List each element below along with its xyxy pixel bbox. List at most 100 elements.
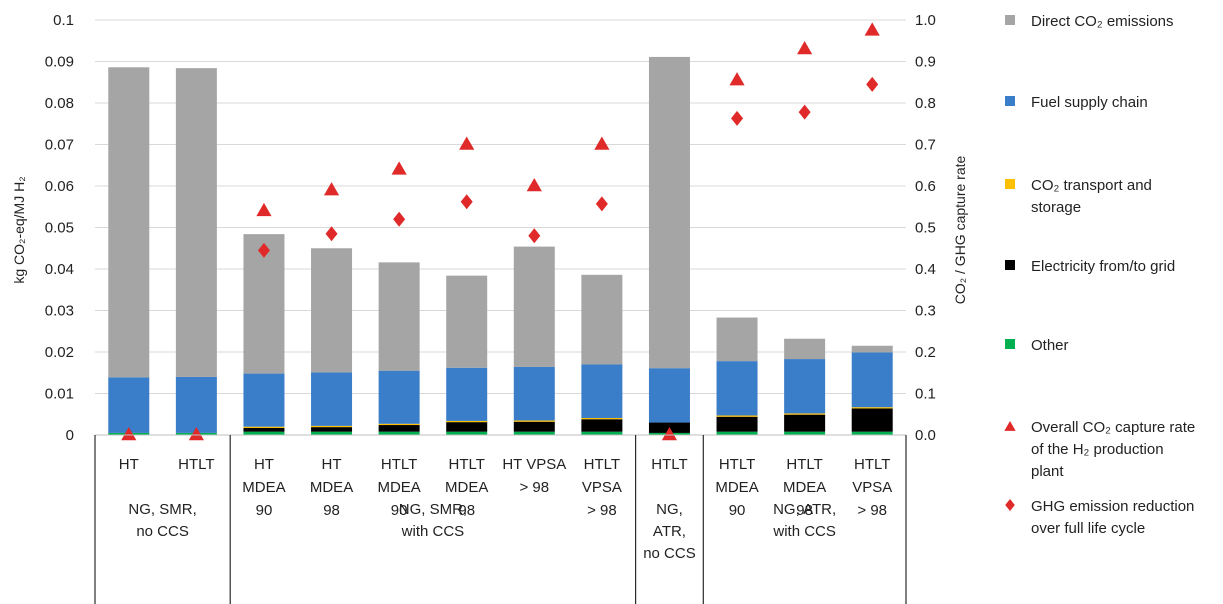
category-label: 98 <box>796 502 813 519</box>
bar-segment <box>243 426 285 428</box>
bar-segment <box>851 408 893 432</box>
y2-tick-label: 0.1 <box>915 386 936 403</box>
category-label: HT <box>322 456 342 473</box>
category-label: MDEA <box>715 479 758 496</box>
ghg-reduction-marker <box>460 194 473 210</box>
category-label: HT <box>254 456 274 473</box>
bar-segment <box>851 407 893 409</box>
ghg-reduction-marker <box>798 104 811 120</box>
capture-rate-marker <box>661 427 678 441</box>
y2-tick-label: 0.0 <box>915 427 936 444</box>
bar-segment <box>784 414 826 432</box>
category-label: HTLT <box>178 456 214 473</box>
bar-segment <box>716 416 758 432</box>
bar-segment <box>378 370 420 424</box>
y-tick-label: 0.02 <box>45 344 74 361</box>
bar-segment <box>648 56 690 369</box>
ghg-reduction-marker <box>393 211 406 227</box>
y-tick-label: 0.1 <box>53 12 74 29</box>
y2-tick-label: 0.5 <box>915 220 936 237</box>
bar-segment <box>108 377 150 433</box>
bar-segment <box>716 431 758 435</box>
y-tick-label: 0.06 <box>45 178 74 195</box>
bar-segment <box>784 431 826 435</box>
bar-segment <box>716 361 758 416</box>
category-label: VPSA <box>582 479 622 496</box>
legend-label: storage <box>1031 199 1081 216</box>
y-tick-label: 0.05 <box>45 220 74 237</box>
category-label: HTLT <box>786 456 822 473</box>
capture-rate-marker <box>526 178 542 192</box>
x-axis: NG, SMR, no CCS NG, SMR, with CCS NG, ATR, no … <box>94 434 907 604</box>
group-label: NG, ATR, <box>773 501 836 518</box>
legend-swatch <box>1005 15 1015 25</box>
bar-segment <box>581 274 623 365</box>
legend-label: GHG emission reduction <box>1031 498 1194 515</box>
bar-segment <box>243 373 285 427</box>
legend-swatch <box>1005 260 1015 270</box>
y2-tick-label: 0.3 <box>915 303 936 320</box>
legend-swatch <box>1005 339 1015 349</box>
y-tick-label: 0.09 <box>45 54 74 71</box>
group-label: NG, SMR, <box>399 501 467 518</box>
category-label: HT <box>119 456 139 473</box>
category-label: MDEA <box>783 479 826 496</box>
y2-tick-label: 0.8 <box>915 95 936 112</box>
legend-label: over full life cycle <box>1031 520 1145 537</box>
bar-segment <box>716 415 758 417</box>
category-label: 98 <box>458 502 475 519</box>
y2-tick-label: 1.0 <box>915 12 936 29</box>
category-label: HTLT <box>449 456 485 473</box>
capture-rate-marker <box>256 202 272 217</box>
bar-segment <box>784 413 826 415</box>
group-label: NG, <box>656 501 683 518</box>
legend-label: Overall CO₂ capture rate <box>1031 419 1195 436</box>
capture-rate-markers <box>121 22 880 441</box>
y2-tick-label: 0.6 <box>915 178 936 195</box>
bar-segment <box>851 345 893 353</box>
ghg-reduction-marker <box>595 196 608 212</box>
capture-rate-marker <box>594 136 610 150</box>
legend-label: Fuel supply chain <box>1031 94 1148 111</box>
bar-segment <box>581 417 623 420</box>
secondary-y-axis: 0.0 0.1 0.2 0.3 0.4 0.5 0.6 0.7 0.8 0.9 1.0 <box>915 12 936 444</box>
gridlines <box>95 19 906 436</box>
bar-segment <box>378 423 420 426</box>
bar-segment <box>175 68 217 377</box>
bar-segment <box>851 431 893 435</box>
category-label: HTLT <box>381 456 417 473</box>
category-label: HTLT <box>854 456 890 473</box>
bar-segment <box>446 275 488 368</box>
bar-segment <box>446 422 488 432</box>
ghg-reduction-marker <box>731 110 744 126</box>
category-label: MDEA <box>445 479 488 496</box>
legend-label: of the H₂ production <box>1031 441 1164 458</box>
group-label: with CCS <box>401 523 465 540</box>
y-tick-label: 0.04 <box>45 261 74 278</box>
legend-label: Direct CO₂ emissions <box>1031 13 1174 30</box>
category-label: HTLT <box>584 456 620 473</box>
bar-segment <box>311 425 353 428</box>
capture-rate-marker <box>121 427 137 441</box>
y2-tick-label: 0.9 <box>915 54 936 71</box>
category-label: 90 <box>391 502 408 519</box>
category-label: > 98 <box>519 479 549 496</box>
bar-segment <box>716 317 758 362</box>
y2-tick-label: 0.7 <box>915 137 936 154</box>
ghg-reduction-marker <box>866 76 879 92</box>
bar-segment <box>311 248 353 373</box>
category-label: VPSA <box>852 479 892 496</box>
bar-segment <box>513 431 555 435</box>
group-label: no CCS <box>136 523 189 540</box>
bar-segment <box>513 421 555 432</box>
bar-segment <box>581 431 623 435</box>
bar-segment <box>378 262 420 371</box>
bar-segment <box>446 367 488 421</box>
category-label: HTLT <box>719 456 755 473</box>
legend-swatch <box>1005 179 1015 189</box>
y-tick-label: 0.01 <box>45 386 74 403</box>
bar-segment <box>175 376 217 433</box>
capture-rate-marker <box>864 22 880 36</box>
bar-segment <box>513 246 555 367</box>
